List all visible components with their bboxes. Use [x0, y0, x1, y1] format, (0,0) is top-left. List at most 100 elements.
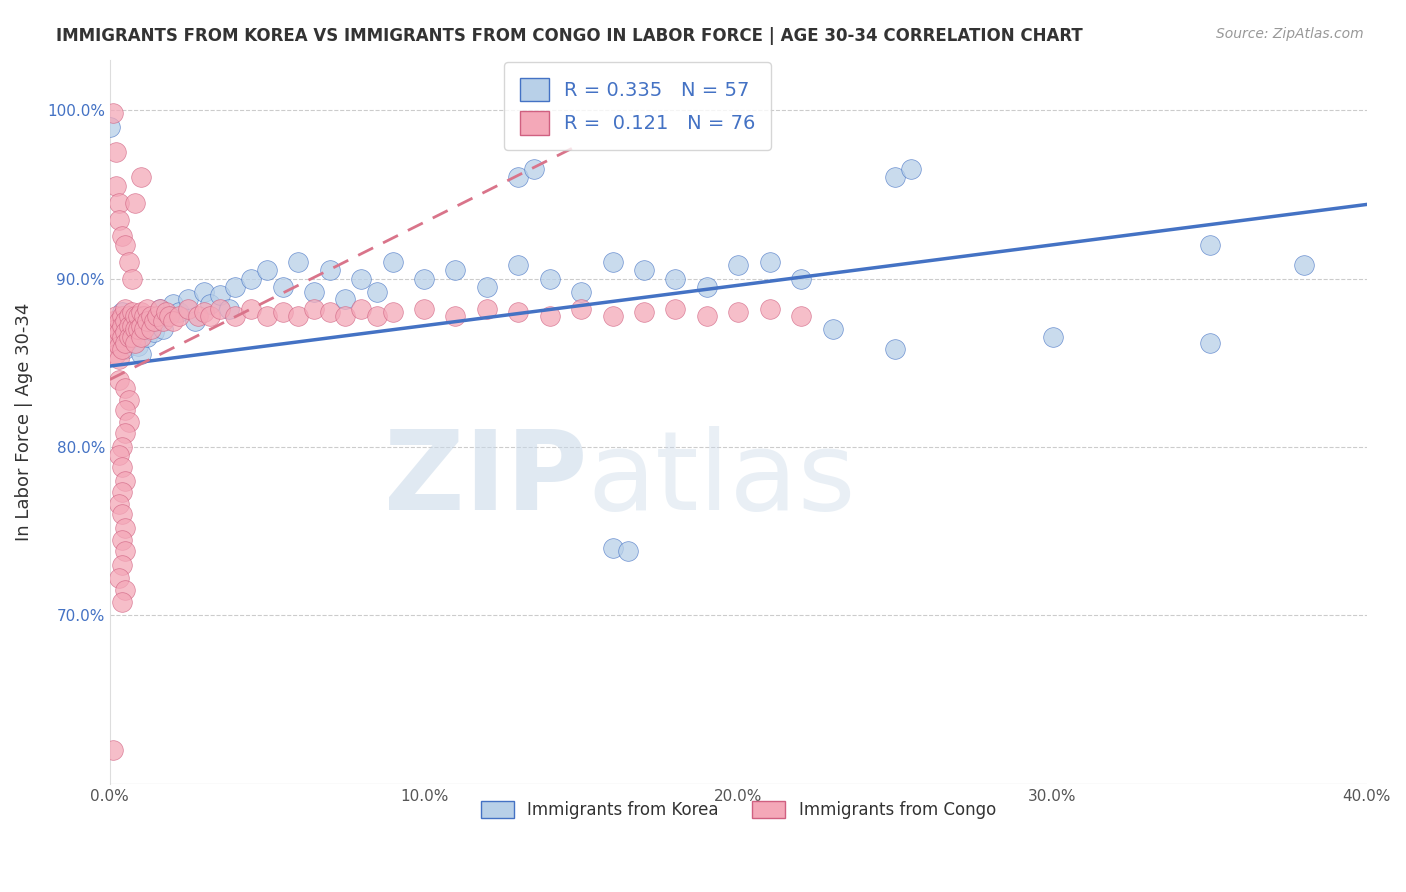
- Point: [134, 322, 156, 336]
- Point: [139, 313, 162, 327]
- Point: [111, 343, 134, 357]
- Point: [129, 309, 152, 323]
- Point: [413, 301, 436, 316]
- Point: [108, 497, 131, 511]
- Point: [114, 381, 136, 395]
- Point: [1292, 258, 1315, 272]
- Point: [183, 313, 205, 327]
- Point: [101, 743, 124, 757]
- Point: [218, 301, 240, 316]
- Point: [287, 254, 309, 268]
- Point: [108, 195, 131, 210]
- Point: [208, 301, 231, 316]
- Point: [111, 533, 134, 547]
- Point: [900, 162, 922, 177]
- Point: [1198, 237, 1220, 252]
- Point: [108, 212, 131, 227]
- Point: [444, 263, 467, 277]
- Point: [111, 330, 134, 344]
- Point: [111, 485, 134, 500]
- Point: [633, 263, 655, 277]
- Point: [790, 271, 813, 285]
- Point: [152, 322, 174, 336]
- Point: [790, 309, 813, 323]
- Point: [108, 330, 131, 344]
- Point: [167, 309, 190, 323]
- Point: [108, 313, 131, 327]
- Point: [101, 322, 124, 336]
- Legend: Immigrants from Korea, Immigrants from Congo: Immigrants from Korea, Immigrants from C…: [474, 795, 1002, 826]
- Point: [224, 309, 246, 323]
- Point: [124, 309, 146, 323]
- Point: [108, 448, 131, 462]
- Point: [224, 280, 246, 294]
- Point: [413, 271, 436, 285]
- Point: [114, 521, 136, 535]
- Point: [114, 237, 136, 252]
- Point: [121, 305, 143, 319]
- Point: [146, 309, 169, 323]
- Point: [105, 178, 128, 193]
- Point: [124, 318, 146, 333]
- Point: [350, 271, 373, 285]
- Point: [569, 285, 592, 299]
- Point: [136, 313, 159, 327]
- Point: [538, 271, 561, 285]
- Point: [271, 305, 294, 319]
- Point: [124, 322, 146, 336]
- Point: [142, 326, 165, 340]
- Text: atlas: atlas: [588, 426, 856, 533]
- Point: [1198, 335, 1220, 350]
- Point: [162, 313, 184, 327]
- Point: [124, 195, 146, 210]
- Point: [117, 392, 139, 407]
- Point: [758, 254, 780, 268]
- Point: [111, 305, 134, 319]
- Point: [105, 313, 128, 327]
- Point: [381, 305, 404, 319]
- Point: [149, 301, 172, 316]
- Point: [602, 254, 624, 268]
- Point: [121, 271, 143, 285]
- Point: [475, 280, 498, 294]
- Point: [98, 120, 121, 134]
- Point: [162, 297, 184, 311]
- Text: IMMIGRANTS FROM KOREA VS IMMIGRANTS FROM CONGO IN LABOR FORCE | AGE 30-34 CORREL: IMMIGRANTS FROM KOREA VS IMMIGRANTS FROM…: [56, 27, 1083, 45]
- Point: [193, 285, 215, 299]
- Point: [155, 305, 177, 319]
- Point: [111, 440, 134, 454]
- Point: [114, 318, 136, 333]
- Point: [444, 309, 467, 323]
- Point: [538, 309, 561, 323]
- Point: [129, 170, 152, 185]
- Point: [127, 322, 149, 336]
- Point: [124, 335, 146, 350]
- Point: [101, 322, 124, 336]
- Point: [108, 352, 131, 367]
- Point: [114, 544, 136, 558]
- Y-axis label: In Labor Force | Age 30-34: In Labor Force | Age 30-34: [15, 302, 32, 541]
- Point: [366, 309, 388, 323]
- Point: [142, 313, 165, 327]
- Point: [117, 309, 139, 323]
- Point: [366, 285, 388, 299]
- Point: [108, 571, 131, 585]
- Point: [696, 280, 718, 294]
- Point: [302, 285, 325, 299]
- Point: [139, 322, 162, 336]
- Point: [129, 305, 152, 319]
- Point: [105, 145, 128, 160]
- Point: [117, 313, 139, 327]
- Point: [121, 318, 143, 333]
- Point: [508, 305, 530, 319]
- Point: [117, 254, 139, 268]
- Point: [111, 229, 134, 244]
- Point: [108, 373, 131, 387]
- Point: [108, 326, 131, 340]
- Point: [129, 318, 152, 333]
- Point: [758, 301, 780, 316]
- Point: [114, 474, 136, 488]
- Point: [617, 544, 640, 558]
- Point: [149, 301, 172, 316]
- Point: [134, 322, 156, 336]
